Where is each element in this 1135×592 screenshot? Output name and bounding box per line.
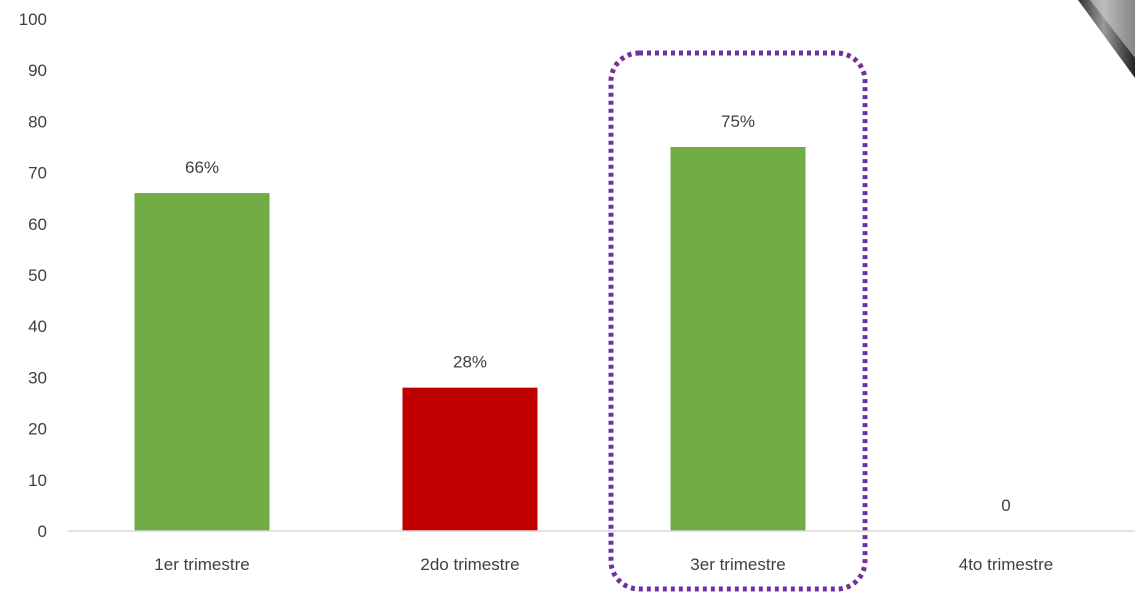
y-tick-label: 100 (19, 10, 47, 29)
bar-1 (134, 193, 270, 531)
pen-tip-decoration (1078, 0, 1135, 78)
bars (134, 147, 806, 531)
y-tick-label: 0 (38, 522, 47, 541)
y-tick-label: 40 (28, 317, 47, 336)
y-tick-label: 70 (28, 164, 47, 183)
data-label: 75% (721, 112, 755, 131)
x-tick-label: 1er trimestre (154, 555, 249, 574)
data-label: 28% (453, 353, 487, 372)
x-tick-label: 3er trimestre (690, 555, 785, 574)
y-axis: 0 10 20 30 40 50 60 70 80 90 100 (19, 10, 47, 541)
data-label: 0 (1001, 496, 1010, 515)
highlight-box (608, 50, 868, 592)
x-tick-label: 2do trimestre (420, 555, 519, 574)
y-tick-label: 50 (28, 266, 47, 285)
y-tick-label: 20 (28, 420, 47, 439)
y-tick-label: 90 (28, 61, 47, 80)
data-label: 66% (185, 158, 219, 177)
x-axis: 1er trimestre 2do trimestre 3er trimestre 4… (154, 555, 1053, 574)
x-tick-label: 4to trimestre (959, 555, 1053, 574)
data-labels: 66% 28% 75% 0 (185, 112, 1011, 515)
bar-2 (402, 387, 538, 531)
y-tick-label: 30 (28, 368, 47, 387)
y-tick-label: 80 (28, 112, 47, 131)
y-tick-label: 10 (28, 471, 47, 490)
y-tick-label: 60 (28, 215, 47, 234)
highlight-rectangle (608, 50, 868, 592)
bar-3 (670, 147, 806, 531)
